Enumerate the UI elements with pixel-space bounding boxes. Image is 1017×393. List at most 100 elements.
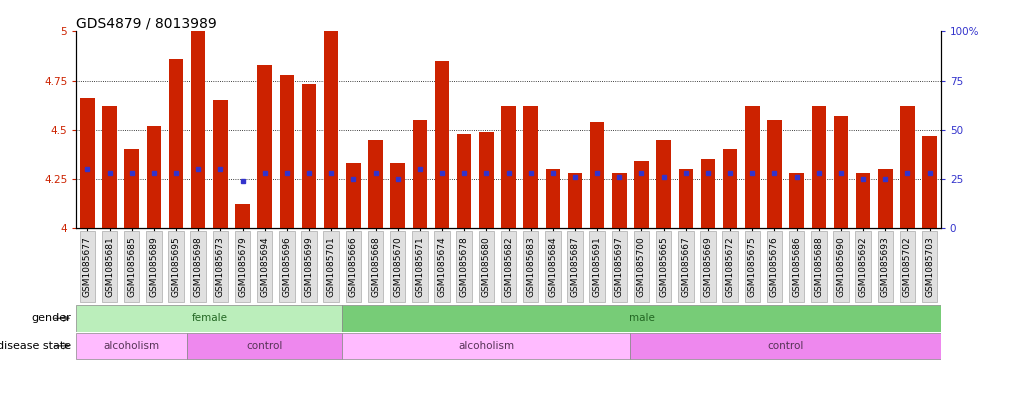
Bar xyxy=(856,173,871,228)
FancyBboxPatch shape xyxy=(744,231,760,301)
Text: GSM1085676: GSM1085676 xyxy=(770,236,779,297)
FancyBboxPatch shape xyxy=(722,231,738,301)
FancyBboxPatch shape xyxy=(146,231,162,301)
Text: GSM1085699: GSM1085699 xyxy=(304,236,313,297)
FancyBboxPatch shape xyxy=(789,231,804,301)
Bar xyxy=(834,116,848,228)
Bar xyxy=(678,169,693,228)
FancyBboxPatch shape xyxy=(567,231,583,301)
Text: GSM1085703: GSM1085703 xyxy=(925,236,935,297)
Text: GDS4879 / 8013989: GDS4879 / 8013989 xyxy=(76,16,217,30)
FancyBboxPatch shape xyxy=(812,231,827,301)
Text: GSM1085677: GSM1085677 xyxy=(82,236,92,297)
FancyBboxPatch shape xyxy=(368,231,383,301)
Text: GSM1085684: GSM1085684 xyxy=(548,236,557,297)
FancyBboxPatch shape xyxy=(900,231,915,301)
Text: GSM1085680: GSM1085680 xyxy=(482,236,491,297)
Text: GSM1085702: GSM1085702 xyxy=(903,236,912,297)
Bar xyxy=(567,173,582,228)
FancyBboxPatch shape xyxy=(279,231,295,301)
FancyBboxPatch shape xyxy=(301,231,316,301)
FancyBboxPatch shape xyxy=(168,231,184,301)
Bar xyxy=(169,59,183,228)
Text: GSM1085697: GSM1085697 xyxy=(615,236,623,297)
FancyBboxPatch shape xyxy=(457,231,472,301)
Bar xyxy=(546,169,560,228)
Bar xyxy=(479,132,493,228)
Text: GSM1085673: GSM1085673 xyxy=(216,236,225,297)
FancyBboxPatch shape xyxy=(434,231,450,301)
Bar xyxy=(280,75,294,228)
Text: GSM1085681: GSM1085681 xyxy=(105,236,114,297)
FancyBboxPatch shape xyxy=(701,231,716,301)
Bar xyxy=(701,159,715,228)
Text: alcoholism: alcoholism xyxy=(459,341,515,351)
FancyBboxPatch shape xyxy=(235,231,250,301)
FancyBboxPatch shape xyxy=(631,332,941,359)
Text: GSM1085686: GSM1085686 xyxy=(792,236,801,297)
Bar xyxy=(656,140,671,228)
Bar xyxy=(524,106,538,228)
Text: control: control xyxy=(768,341,803,351)
FancyBboxPatch shape xyxy=(390,231,406,301)
Bar xyxy=(812,106,826,228)
Text: GSM1085698: GSM1085698 xyxy=(193,236,202,297)
Bar xyxy=(590,122,604,228)
FancyBboxPatch shape xyxy=(921,231,938,301)
Text: GSM1085679: GSM1085679 xyxy=(238,236,247,297)
FancyBboxPatch shape xyxy=(878,231,893,301)
Bar xyxy=(789,173,803,228)
FancyBboxPatch shape xyxy=(678,231,694,301)
Text: GSM1085693: GSM1085693 xyxy=(881,236,890,297)
FancyBboxPatch shape xyxy=(257,231,273,301)
FancyBboxPatch shape xyxy=(590,231,605,301)
Text: GSM1085690: GSM1085690 xyxy=(836,236,845,297)
FancyBboxPatch shape xyxy=(76,332,187,359)
Text: GSM1085696: GSM1085696 xyxy=(283,236,291,297)
Bar xyxy=(635,161,649,228)
FancyBboxPatch shape xyxy=(634,231,649,301)
FancyBboxPatch shape xyxy=(343,305,941,332)
FancyBboxPatch shape xyxy=(213,231,228,301)
Bar xyxy=(413,120,427,228)
Bar xyxy=(302,84,316,228)
Bar xyxy=(723,149,737,228)
FancyBboxPatch shape xyxy=(523,231,538,301)
FancyBboxPatch shape xyxy=(346,231,361,301)
Text: GSM1085665: GSM1085665 xyxy=(659,236,668,297)
Bar xyxy=(146,126,161,228)
Text: disease state: disease state xyxy=(0,341,71,351)
Bar xyxy=(235,204,250,228)
Bar xyxy=(191,31,205,228)
FancyBboxPatch shape xyxy=(855,231,871,301)
Bar xyxy=(368,140,382,228)
FancyBboxPatch shape xyxy=(187,332,343,359)
Text: GSM1085668: GSM1085668 xyxy=(371,236,380,297)
Text: GSM1085670: GSM1085670 xyxy=(394,236,402,297)
FancyBboxPatch shape xyxy=(79,231,96,301)
Bar xyxy=(501,106,516,228)
FancyBboxPatch shape xyxy=(833,231,849,301)
Bar xyxy=(435,61,450,228)
Text: GSM1085674: GSM1085674 xyxy=(437,236,446,297)
FancyBboxPatch shape xyxy=(343,332,631,359)
Text: GSM1085675: GSM1085675 xyxy=(747,236,757,297)
FancyBboxPatch shape xyxy=(323,231,339,301)
Bar xyxy=(391,163,405,228)
FancyBboxPatch shape xyxy=(656,231,671,301)
Text: control: control xyxy=(246,341,283,351)
Text: female: female xyxy=(191,313,227,323)
FancyBboxPatch shape xyxy=(190,231,206,301)
FancyBboxPatch shape xyxy=(500,231,517,301)
Text: male: male xyxy=(629,313,654,323)
Text: GSM1085671: GSM1085671 xyxy=(415,236,424,297)
FancyBboxPatch shape xyxy=(76,305,343,332)
Text: GSM1085695: GSM1085695 xyxy=(172,236,181,297)
Text: GSM1085669: GSM1085669 xyxy=(704,236,713,297)
Bar xyxy=(324,31,339,228)
Text: GSM1085688: GSM1085688 xyxy=(815,236,824,297)
FancyBboxPatch shape xyxy=(545,231,560,301)
FancyBboxPatch shape xyxy=(767,231,782,301)
Bar xyxy=(457,134,471,228)
Bar xyxy=(103,106,117,228)
